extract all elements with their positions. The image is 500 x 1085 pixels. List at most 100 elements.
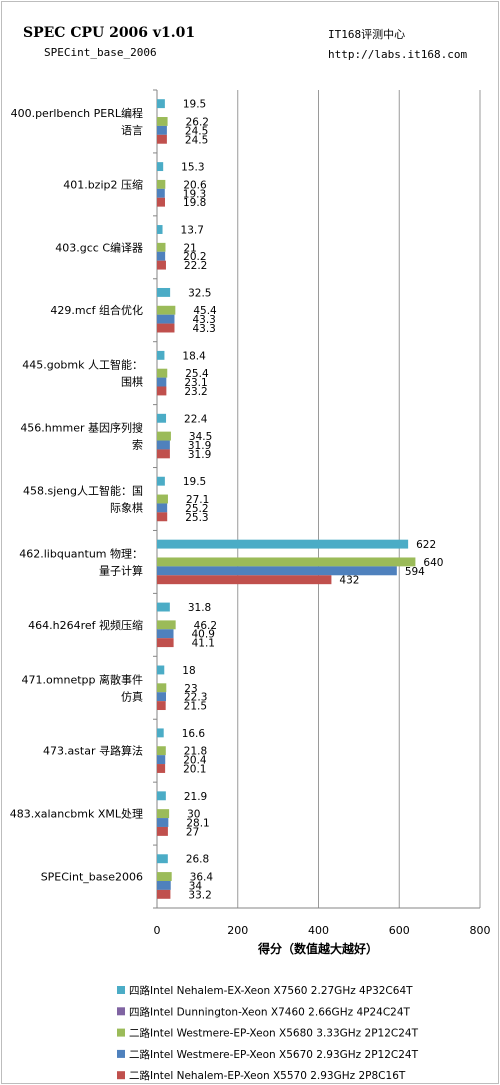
value-label: 20.6 [183,179,207,191]
bar [157,386,167,396]
value-label: 43.3 [192,323,215,335]
category-label: 464.h264ref 视频压缩 [28,618,143,632]
category-label: 量子计算 [99,563,143,577]
bar [157,791,166,801]
value-label: 622 [416,539,436,551]
x-tick-label: 800 [470,924,491,937]
category-label: 456.hmmer 基因序列搜 [20,421,143,435]
bar [157,755,166,765]
value-label: 33.2 [188,889,211,901]
value-label: 594 [405,566,425,578]
value-label: 34 [189,880,203,892]
bar [157,764,166,773]
bar [157,728,164,738]
bar [157,746,166,756]
value-label: 18.4 [182,350,206,362]
bar [157,854,168,864]
value-label: 25.2 [185,503,208,515]
bar [157,287,171,297]
bar [157,512,168,522]
bar [157,440,170,450]
legend-swatch [117,1071,125,1080]
legend-swatch [117,1007,125,1016]
value-label: 640 [423,557,443,569]
site-url: http://labs.it168.com [328,48,467,61]
value-label: 46.2 [194,620,217,632]
bar [157,413,167,423]
bar [157,872,172,881]
bar [157,197,165,207]
value-label: 13.7 [181,225,204,237]
bar [157,368,168,378]
chart-title: SPEC CPU 2006 v1.01 [23,25,195,41]
bar [157,566,397,576]
bar [157,809,170,819]
value-label: 19.5 [183,99,206,111]
category-label: 429.mcf 组合优化 [50,303,143,317]
legend-swatch [117,1028,125,1037]
x-axis-title: 得分（数值越大越好） [257,941,378,956]
category-label: 473.astar 寻路算法 [43,744,143,758]
value-label: 27.1 [186,494,209,506]
value-label: 23 [184,683,197,695]
value-label: 20.2 [183,251,206,263]
x-tick-label: 0 [154,924,161,937]
category-label: 仿真 [121,689,143,703]
bar [157,188,165,198]
value-label: 20.1 [183,763,206,775]
value-label: 43.3 [192,314,215,326]
legend: 四路Intel Nehalem-EX-Xeon X7560 2.27GHz 4P… [117,984,419,1082]
bar [157,323,175,333]
bar [157,880,171,890]
value-label: 26.8 [186,854,209,866]
value-label: 25.4 [185,368,209,380]
category-label: 际象棋 [110,501,143,515]
legend-entry: 四路Intel Nehalem-EX-Xeon X7560 2.27GHz 4P… [129,984,413,997]
value-label: 45.4 [193,305,217,317]
legend-entry: 四路Intel Dunnington-Xeon X7460 2.66GHz 4P… [129,1005,411,1018]
bar [157,476,165,486]
bar [157,826,168,836]
value-label: 40.9 [192,629,215,641]
chart-subtitle: SPECint_base_2006 [44,46,157,59]
bar [157,350,165,360]
bar [157,692,167,702]
value-label: 24.5 [185,125,208,137]
value-label: 22.4 [184,413,208,425]
x-tick-label: 600 [389,924,410,937]
value-label: 23.2 [184,386,207,398]
bar [157,179,166,189]
bar [157,117,168,126]
value-label: 15.3 [181,162,204,174]
category-label: 索 [132,438,143,452]
value-label: 31.9 [188,440,211,452]
legend-swatch [117,1049,125,1058]
value-label: 432 [339,575,359,587]
legend-entry: 二路Intel Westmere-EP-Xeon X5670 2.93GHz 2… [129,1048,419,1061]
value-label: 22.3 [184,692,207,704]
value-label: 22.2 [184,260,207,272]
bar [157,260,166,270]
bar [157,494,168,504]
value-label: 36.4 [190,872,214,884]
bar [157,539,409,549]
x-tick-labels: 0 200 400 600 800 [154,924,491,937]
bar [157,818,169,827]
category-label: 483.xalancbmk XML处理 [10,808,143,821]
value-labels: 19.5 15.3 13.7 32.5 18.4 22.4 19.5 622 31.8 18 16.… [181,99,444,902]
site-name: IT168评测中心 [328,28,405,41]
bar [157,602,170,612]
value-label: 21 [183,242,196,254]
value-label: 41.1 [192,638,215,650]
value-label: 21.8 [184,746,207,758]
value-label: 32.5 [188,287,211,299]
bar [157,225,163,234]
bar [157,431,171,441]
value-label: 21.5 [184,701,207,713]
value-label: 27 [186,826,199,838]
bar [157,701,166,711]
category-label: 围棋 [121,375,143,389]
category-label: 403.gcc C编译器 [55,240,143,254]
